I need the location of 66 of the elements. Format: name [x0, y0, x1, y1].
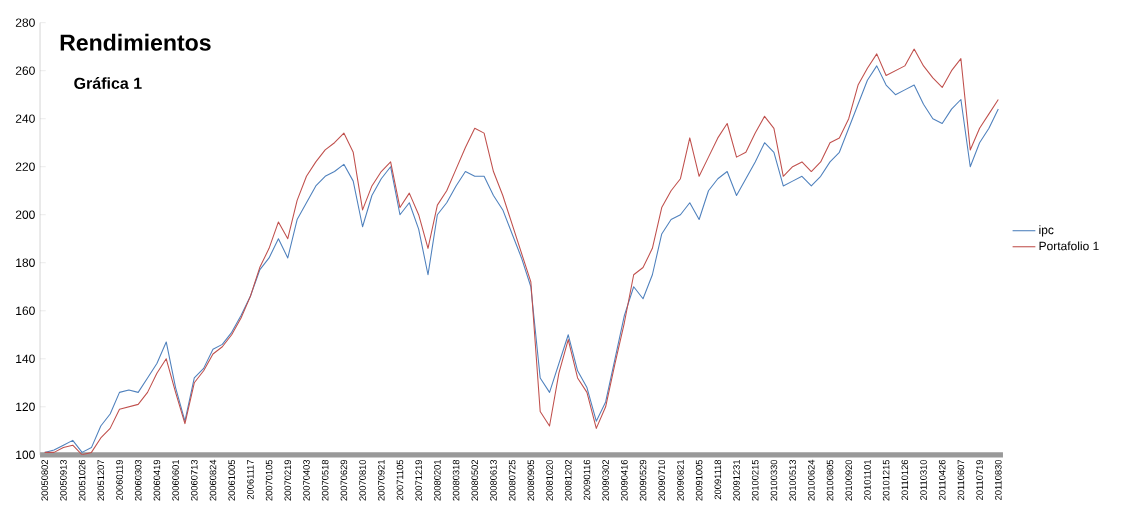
x-tick-label: 20061005 — [228, 459, 235, 501]
y-tick-label: 120 — [16, 402, 35, 411]
x-tick-label: 20100215 — [751, 459, 759, 501]
x-tick-label: 20061117 — [247, 459, 254, 499]
x-tick-label: 20060601 — [172, 459, 179, 501]
x-tick-label: 20050802 — [41, 459, 48, 501]
y-tick-label: 140 — [16, 354, 35, 363]
x-tick-label: 20100624 — [808, 459, 815, 501]
y-tick-label: 240 — [15, 114, 35, 123]
x-tick-label: 20100330 — [770, 459, 778, 501]
x-tick-label: 20110830 — [995, 459, 1002, 500]
y-tick-label: 180 — [16, 258, 35, 267]
x-tick-label: 20110310 — [920, 459, 927, 500]
legend-label: ipc — [1039, 225, 1054, 237]
x-tick-label: 20071219 — [415, 459, 422, 501]
x-tick-label: 20101215 — [882, 459, 890, 501]
x-tick-label: 20081020 — [546, 459, 553, 501]
x-tick-label: 20100805 — [826, 459, 834, 501]
x-tick-label: 20110426 — [938, 459, 946, 500]
x-tick-label: 20080502 — [471, 459, 479, 501]
x-tick-label: 20110607 — [957, 459, 965, 500]
x-tick-label: 20091005 — [695, 459, 703, 501]
x-tick-label: 20070810 — [359, 459, 366, 501]
x-tick-label: 20080613 — [490, 459, 497, 501]
x-tick-label: 20051026 — [78, 459, 86, 501]
x-tick-label: 20090302 — [602, 459, 609, 501]
x-tick-label: 20100513 — [789, 459, 796, 501]
x-tick-label: 20070403 — [303, 459, 310, 501]
y-tick-label: 200 — [15, 210, 35, 219]
x-tick-label: 20090416 — [621, 459, 628, 501]
x-tick-label: 20101101 — [864, 459, 871, 500]
x-tick-label: 20091118 — [714, 459, 722, 499]
x-tick-label: 20080725 — [508, 459, 516, 501]
x-tick-label: 20110719 — [976, 459, 983, 500]
x-tick-label: 20080905 — [527, 459, 535, 501]
x-tick-label: 20051207 — [97, 459, 105, 501]
y-tick-label: 160 — [16, 306, 35, 315]
x-tick-label: 20100920 — [845, 459, 853, 501]
x-tick-label: 20060303 — [134, 459, 142, 501]
x-tick-label: 20070921 — [377, 459, 385, 501]
x-tick-label: 20060824 — [209, 459, 217, 501]
x-tick-label: 20070629 — [340, 459, 348, 501]
chart-title: Rendimientos — [60, 33, 211, 51]
legend-label: Portafolio 1 — [1039, 241, 1099, 250]
x-tick-label: 20090529 — [639, 459, 647, 501]
x-tick-label: 20070219 — [284, 459, 292, 501]
y-tick-label: 100 — [16, 450, 35, 459]
x-tick-label: 20090710 — [658, 459, 666, 501]
x-tick-label: 20080201 — [434, 459, 441, 501]
x-tick-label: 20070105 — [265, 459, 273, 501]
x-tick-label: 20110126 — [901, 459, 909, 500]
x-tick-label: 20060419 — [153, 459, 161, 501]
y-tick-label: 220 — [15, 162, 35, 171]
y-tick-label: 260 — [15, 66, 35, 75]
y-tick-label: 280 — [15, 18, 35, 27]
x-tick-label: 20060713 — [190, 459, 198, 501]
x-tick-label: 20091231 — [733, 459, 740, 501]
x-tick-label: 20050913 — [60, 459, 67, 501]
x-tick-label: 20070518 — [321, 459, 329, 501]
x-tick-label: 20081202 — [564, 459, 572, 501]
x-tick-label: 20090821 — [677, 459, 684, 501]
x-tick-label: 20060119 — [116, 459, 123, 500]
x-tick-label: 20071105 — [396, 459, 404, 500]
x-tick-label: 20080318 — [452, 459, 460, 501]
text: Gráfica 1 — [74, 76, 142, 89]
x-tick-label: 20090116 — [583, 459, 591, 500]
